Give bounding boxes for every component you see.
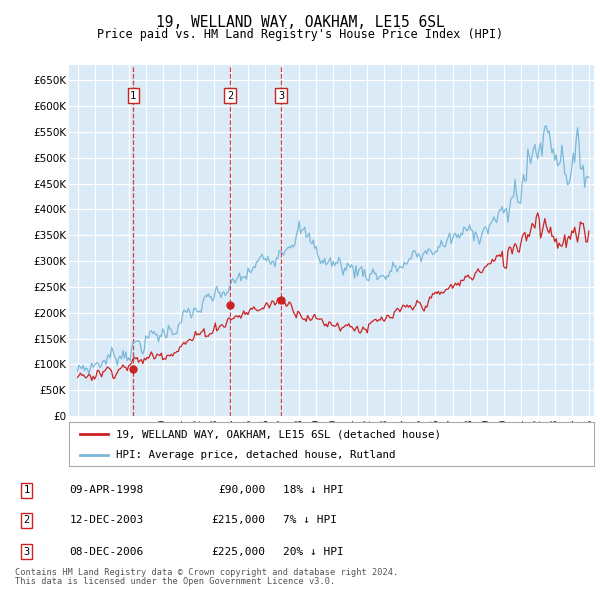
Text: 2: 2 [227,91,233,101]
Text: £90,000: £90,000 [218,486,265,495]
Text: 2: 2 [23,516,29,526]
Text: 3: 3 [23,546,29,556]
Text: 3: 3 [278,91,284,101]
Text: 1: 1 [130,91,136,101]
Text: 19, WELLAND WAY, OAKHAM, LE15 6SL: 19, WELLAND WAY, OAKHAM, LE15 6SL [155,15,445,30]
Text: Price paid vs. HM Land Registry's House Price Index (HPI): Price paid vs. HM Land Registry's House … [97,28,503,41]
Text: 18% ↓ HPI: 18% ↓ HPI [283,486,343,495]
Text: 08-DEC-2006: 08-DEC-2006 [70,546,144,556]
Text: 7% ↓ HPI: 7% ↓ HPI [283,516,337,526]
Text: 1: 1 [23,486,29,495]
Text: £225,000: £225,000 [211,546,265,556]
Text: HPI: Average price, detached house, Rutland: HPI: Average price, detached house, Rutl… [116,450,396,460]
Text: 12-DEC-2003: 12-DEC-2003 [70,516,144,526]
Text: Contains HM Land Registry data © Crown copyright and database right 2024.: Contains HM Land Registry data © Crown c… [15,568,398,576]
Text: 09-APR-1998: 09-APR-1998 [70,486,144,495]
Text: 20% ↓ HPI: 20% ↓ HPI [283,546,343,556]
Text: This data is licensed under the Open Government Licence v3.0.: This data is licensed under the Open Gov… [15,577,335,586]
Text: 19, WELLAND WAY, OAKHAM, LE15 6SL (detached house): 19, WELLAND WAY, OAKHAM, LE15 6SL (detac… [116,430,441,439]
Text: £215,000: £215,000 [211,516,265,526]
